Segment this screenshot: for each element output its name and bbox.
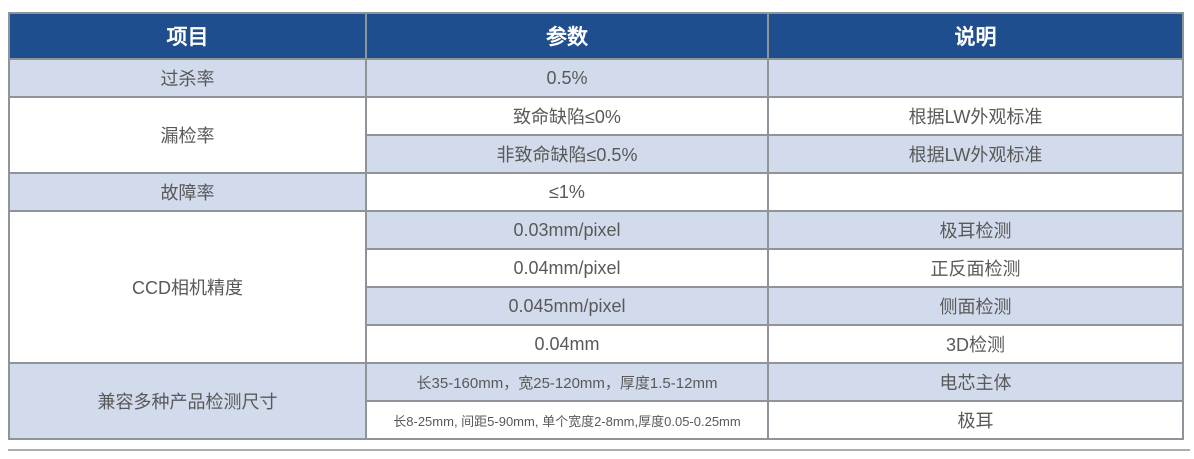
cell-param: 非致命缺陷≤0.5% — [365, 134, 769, 174]
cell-param: 0.045mm/pixel — [365, 286, 769, 326]
table-row: 漏检率 致命缺陷≤0% 根据LW外观标准 — [8, 96, 1184, 174]
cell-desc: 电芯主体 — [767, 362, 1184, 402]
col-header-param: 参数 — [365, 12, 769, 60]
col-header-item: 项目 — [8, 12, 367, 60]
table-row: 过杀率 0.5% — [8, 58, 1184, 98]
cell-desc — [767, 172, 1184, 212]
cell-desc: 极耳 — [767, 400, 1184, 440]
table-row: 故障率 ≤1% — [8, 172, 1184, 212]
cell-item: 兼容多种产品检测尺寸 — [8, 362, 367, 440]
cell-item: 故障率 — [8, 172, 367, 212]
table-row: 0.04mm/pixel 正反面检测 — [9, 248, 1184, 288]
table-row: CCD相机精度 0.03mm/pixel 极耳检测 — [8, 210, 1184, 364]
header-row: 项目 参数 说明 — [8, 12, 1184, 60]
table-row: 非致命缺陷≤0.5% 根据LW外观标准 — [9, 134, 1184, 174]
cell-param: 0.5% — [365, 58, 769, 98]
cell-param: 长8-25mm, 间距5-90mm, 单个宽度2-8mm,厚度0.05-0.25… — [365, 400, 769, 440]
cell-param: 长35-160mm，宽25-120mm，厚度1.5-12mm — [365, 362, 769, 402]
cell-param: ≤1% — [365, 172, 769, 212]
col-header-desc: 说明 — [767, 12, 1184, 60]
cell-item: 过杀率 — [8, 58, 367, 98]
cell-item: 漏检率 — [8, 96, 367, 174]
cell-desc: 3D检测 — [767, 324, 1184, 364]
cell-param: 0.04mm/pixel — [365, 248, 769, 288]
table-row: 长8-25mm, 间距5-90mm, 单个宽度2-8mm,厚度0.05-0.25… — [9, 400, 1184, 440]
cell-desc: 侧面检测 — [767, 286, 1184, 326]
spec-table: 项目 参数 说明 过杀率 0.5% 漏检率 致命缺陷≤0% 根据LW外观标准 非… — [8, 12, 1184, 440]
cell-desc: 极耳检测 — [767, 210, 1184, 250]
cell-desc — [767, 58, 1184, 98]
cell-desc: 根据LW外观标准 — [767, 96, 1184, 136]
table-row: 0.04mm 3D检测 — [9, 324, 1184, 364]
bottom-divider — [8, 449, 1190, 451]
cell-item: CCD相机精度 — [8, 210, 367, 364]
cell-param: 致命缺陷≤0% — [365, 96, 769, 136]
table-row: 兼容多种产品检测尺寸 长35-160mm，宽25-120mm，厚度1.5-12m… — [8, 362, 1184, 440]
cell-desc: 根据LW外观标准 — [767, 134, 1184, 174]
cell-desc: 正反面检测 — [767, 248, 1184, 288]
cell-param: 0.03mm/pixel — [365, 210, 769, 250]
cell-param: 0.04mm — [365, 324, 769, 364]
table-row: 0.045mm/pixel 侧面检测 — [9, 286, 1184, 326]
